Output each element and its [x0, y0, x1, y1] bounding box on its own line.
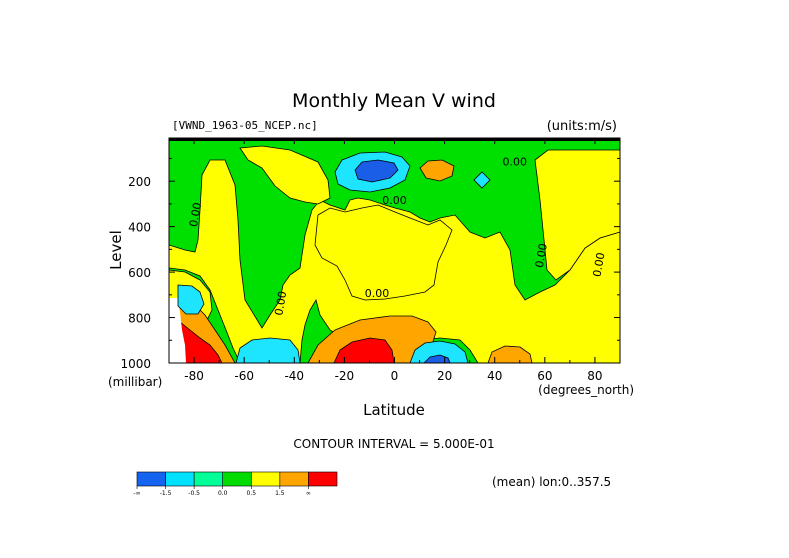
contour-interval-label: CONTOUR INTERVAL = 5.000E-01	[293, 437, 494, 451]
x-axis-units: (degrees_north)	[538, 383, 634, 397]
colorbar-swatch	[308, 471, 338, 487]
region-orange-midlat-north	[487, 345, 533, 363]
colorbar-swatch	[222, 471, 252, 487]
region-cyan-upper-small	[473, 171, 491, 189]
y-axis-label: Level	[107, 230, 125, 270]
x-tick-label: 20	[437, 369, 452, 383]
x-axis-label: Latitude	[363, 401, 425, 419]
x-tick-label: -20	[335, 369, 355, 383]
contour-label: 0.00	[382, 194, 407, 207]
colorbar-swatch	[165, 471, 195, 487]
contour-label: 0.00	[187, 201, 204, 227]
region-yellow-right	[534, 149, 620, 281]
y-tick-label: 200	[128, 175, 151, 189]
colorbar-swatch	[193, 471, 224, 487]
x-tick-label: 0	[391, 369, 399, 383]
colorbar-label: 0.5	[247, 490, 257, 497]
colorbar-swatch	[250, 471, 281, 487]
colorbar-swatch	[136, 471, 166, 487]
colorbar-label: 0.0	[218, 490, 228, 497]
contour-label: 0.00	[533, 242, 550, 268]
contour-label: 0.00	[590, 251, 607, 277]
colorbar-label: -∞	[133, 490, 140, 497]
plot-area: 0.00 0.00 0.00 0.00 0.00 0.00 0.00 -80 -60 -40 -2…	[120, 137, 621, 383]
region-missing-sw	[169, 298, 186, 363]
x-tick-label: -80	[184, 369, 204, 383]
colorbar-label: 1.5	[275, 490, 285, 497]
x-axis-ticks: -80 -60 -40 -20 0 20 40 60 80	[168, 138, 621, 383]
y-tick-label: 400	[128, 221, 151, 235]
colorbar-swatch	[279, 471, 309, 487]
x-tick-label: 40	[487, 369, 502, 383]
region-yellow-center	[314, 204, 453, 301]
region-blue-sw	[177, 284, 205, 315]
colorbar-label: -0.5	[188, 490, 200, 497]
region-yellow-top	[239, 145, 331, 205]
file-label: [VWND_1963-05_NCEP.nc]	[172, 119, 318, 132]
x-tick-label: 80	[587, 369, 602, 383]
chart-title: Monthly Mean V wind	[292, 90, 496, 112]
colorbar-label: ∞	[306, 490, 311, 497]
region-cyan-tropics	[409, 340, 469, 363]
y-axis-units: (millibar)	[108, 375, 162, 389]
region-cyan-southpolar	[235, 337, 301, 363]
y-axis-ticks: 200 400 600 800 1000	[120, 157, 620, 371]
contour-label: 0.00	[272, 290, 289, 316]
y-tick-label: 600	[128, 266, 151, 280]
region-blue-upper	[354, 159, 399, 183]
contour-label: 0.00	[503, 155, 528, 168]
y-tick-label: 1000	[120, 357, 151, 371]
region-blue-tropics	[423, 354, 451, 363]
contour-labels: 0.00 0.00 0.00 0.00 0.00 0.00 0.00	[187, 155, 607, 316]
colorbar-label: -1.5	[160, 490, 172, 497]
colorbar: -∞ -1.5 -0.5 0.0 0.5 1.5 ∞	[133, 471, 338, 497]
y-tick-label: 800	[128, 312, 151, 326]
region-red-tropics	[333, 337, 395, 363]
x-tick-label: 60	[537, 369, 552, 383]
mean-label: (mean) lon:0..357.5	[492, 475, 611, 489]
region-orange-upper	[419, 159, 455, 182]
x-tick-label: -60	[234, 369, 254, 383]
x-tick-label: -40	[284, 369, 304, 383]
units-label: (units:m/s)	[547, 119, 617, 134]
contour-label: 0.00	[365, 287, 390, 300]
